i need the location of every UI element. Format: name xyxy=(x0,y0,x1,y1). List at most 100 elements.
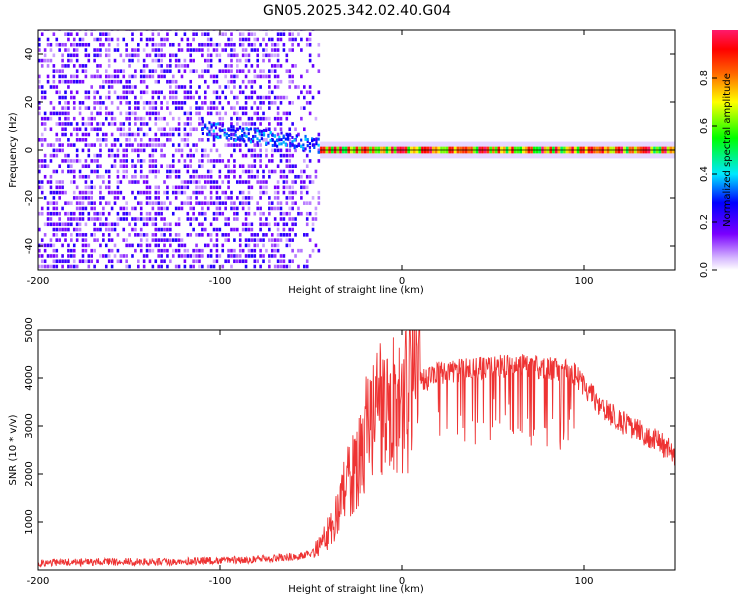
spectrogram-cell xyxy=(116,217,120,221)
spectrogram-cell xyxy=(61,243,64,248)
spectrogram-cell xyxy=(276,85,280,89)
spectrogram-cell xyxy=(139,206,143,211)
spectrogram-cell xyxy=(297,264,300,269)
spectrogram-cell xyxy=(87,211,91,216)
spectrogram-cell xyxy=(40,90,44,95)
spectrogram-cell xyxy=(259,69,262,73)
spectrogram-cell xyxy=(137,190,140,195)
spectrogram-cell xyxy=(279,169,283,174)
spectrogram-cell xyxy=(241,129,244,133)
spectrogram-cell xyxy=(104,74,108,79)
spectrogram-cell xyxy=(253,32,257,36)
spectrogram-cell xyxy=(230,206,233,211)
spectrogram-cell xyxy=(119,206,123,211)
spectrogram-cell xyxy=(247,116,251,121)
spectrogram-cell xyxy=(110,222,114,227)
spectrogram-cell xyxy=(49,243,53,248)
spectrogram-cell xyxy=(137,148,140,153)
spectrogram-cell xyxy=(311,248,315,253)
spectrogram-cell xyxy=(151,264,155,269)
spectrogram-cell xyxy=(166,79,169,84)
spectrogram-cell xyxy=(145,217,149,221)
spectrogram-cell xyxy=(157,211,160,216)
spectrogram-cell xyxy=(305,37,309,42)
spectrogram-cell xyxy=(67,222,70,227)
spectrogram-cell xyxy=(90,206,94,211)
spectrogram-cell xyxy=(302,159,306,163)
spectrogram-cell xyxy=(233,48,236,52)
spectrogram-cell xyxy=(189,174,193,179)
spectrogram-cell xyxy=(61,64,64,68)
spectrogram-cell xyxy=(291,79,294,84)
spectrogram-cell xyxy=(238,125,242,129)
spectrogram-cell xyxy=(107,48,111,52)
spectrogram-cell xyxy=(163,206,166,211)
spectrogram-cell xyxy=(148,37,152,42)
spectrogram-cell xyxy=(119,132,123,137)
spectrogram-cell xyxy=(230,201,233,205)
spectrogram-cell xyxy=(134,248,137,253)
spectrogram-cell xyxy=(58,48,61,52)
spectrogram-cell xyxy=(38,85,41,89)
spectrogram-cell xyxy=(49,127,53,132)
spectrogram-cell xyxy=(233,254,236,258)
spectrogram-cell xyxy=(78,138,82,142)
spectrogram-cell xyxy=(134,169,137,174)
spectrogram-cell xyxy=(70,79,73,84)
spectrogram-cell xyxy=(233,42,236,47)
spectrogram-cell xyxy=(93,217,96,221)
spectrogram-cell xyxy=(212,138,216,142)
spectrogram-cell xyxy=(250,32,254,36)
spectrogram-cell xyxy=(171,74,175,79)
spectrogram-cell xyxy=(259,159,262,163)
spectrogram-cell xyxy=(244,211,248,216)
spectrogram-cell xyxy=(116,138,120,142)
spectrogram-cell xyxy=(174,233,178,237)
spectrogram-cell xyxy=(256,238,259,242)
spectrogram-cell xyxy=(145,64,149,68)
spectrogram-cell xyxy=(142,190,146,195)
spectrogram-cell xyxy=(234,129,237,133)
spectrogram-cell xyxy=(43,111,47,116)
spectrogram-cell xyxy=(52,64,56,68)
spectrogram-cell xyxy=(61,264,64,269)
spectrogram-cell xyxy=(291,201,294,205)
spectrogram-cell xyxy=(256,243,259,248)
spectrogram-cell xyxy=(81,122,85,126)
spectrogram-cell xyxy=(93,238,96,242)
spectrogram-cell xyxy=(107,85,111,89)
spectrogram-cell xyxy=(212,180,216,184)
spectrogram-cell xyxy=(233,111,236,116)
spectrogram-cell xyxy=(279,64,283,68)
spectrogram-cell xyxy=(249,140,253,144)
spectrogram-cell xyxy=(84,248,88,253)
spectrogram-cell xyxy=(81,211,85,216)
spectrogram-cell xyxy=(314,211,318,216)
spectrogram-cell xyxy=(102,101,105,105)
spectrogram-cell xyxy=(206,169,210,174)
spectrogram-cell xyxy=(87,148,91,153)
spectrogram-cell xyxy=(119,53,123,58)
spectrogram-cell xyxy=(137,58,140,63)
spectrogram-cell xyxy=(70,238,73,242)
spectrogram-cell xyxy=(214,122,218,126)
spectrogram-cell xyxy=(183,32,187,36)
spectrogram-cell xyxy=(70,254,73,258)
spectrogram-cell xyxy=(247,174,251,179)
spectrogram-cell xyxy=(177,174,181,179)
spectrogram-cell xyxy=(233,79,236,84)
spectrogram-cell xyxy=(236,217,239,221)
spectrogram-cell xyxy=(157,32,160,36)
spectrogram-cell xyxy=(244,264,248,269)
spectrogram-cell xyxy=(195,190,198,195)
spectrogram-cell xyxy=(285,238,289,242)
spectrogram-cell xyxy=(189,254,193,258)
spectrogram-cell xyxy=(96,238,99,242)
spectrogram-cell xyxy=(145,222,149,227)
spectrogram-cell xyxy=(64,238,67,242)
spectrogram-cell xyxy=(268,85,271,89)
spectrogram-cell xyxy=(49,58,53,63)
spectrogram-cell xyxy=(302,201,306,205)
spectrogram-cell xyxy=(93,106,96,110)
spectrogram-cell xyxy=(221,106,225,110)
